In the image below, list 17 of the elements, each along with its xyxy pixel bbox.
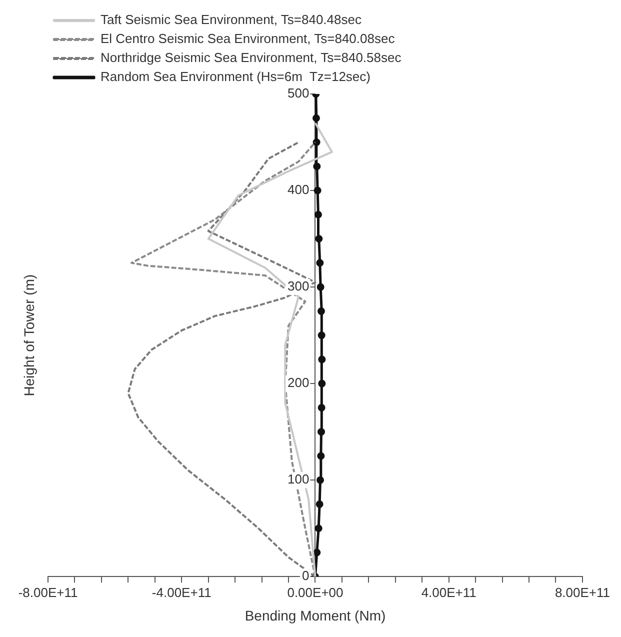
legend-label: El Centro Seismic Sea Environment, Ts=840.08sec (100, 31, 396, 46)
legend-label: Random Sea Environment (Hs=6m Tz=12sec) (100, 69, 370, 84)
x-tick-label: 0.00E+00 (287, 584, 344, 600)
x-tick-label: -8.00E+11 (18, 584, 78, 600)
y-tick-label: 500 (288, 86, 310, 101)
y-tick-label: 300 (288, 278, 310, 294)
y-tick-label: 200 (288, 375, 310, 390)
x-tick-label: 4.00E+11 (421, 584, 476, 600)
y-tick-label: 400 (288, 182, 310, 198)
x-tick-label: -4.00E+11 (152, 584, 212, 600)
y-axis-title: Height of Tower (m) (20, 274, 37, 396)
y-tick-label: 0 (302, 568, 310, 584)
x-tick-label: 8.00E+11 (554, 584, 610, 600)
legend-label: Northridge Seismic Sea Environment, Ts=840.58sec (100, 50, 402, 66)
x-axis-title: Bending Moment (Nm) (244, 607, 386, 624)
legend-label: Taft Seismic Sea Environment, Ts=840.48sec (100, 12, 362, 28)
y-tick-label: 100 (288, 472, 310, 487)
